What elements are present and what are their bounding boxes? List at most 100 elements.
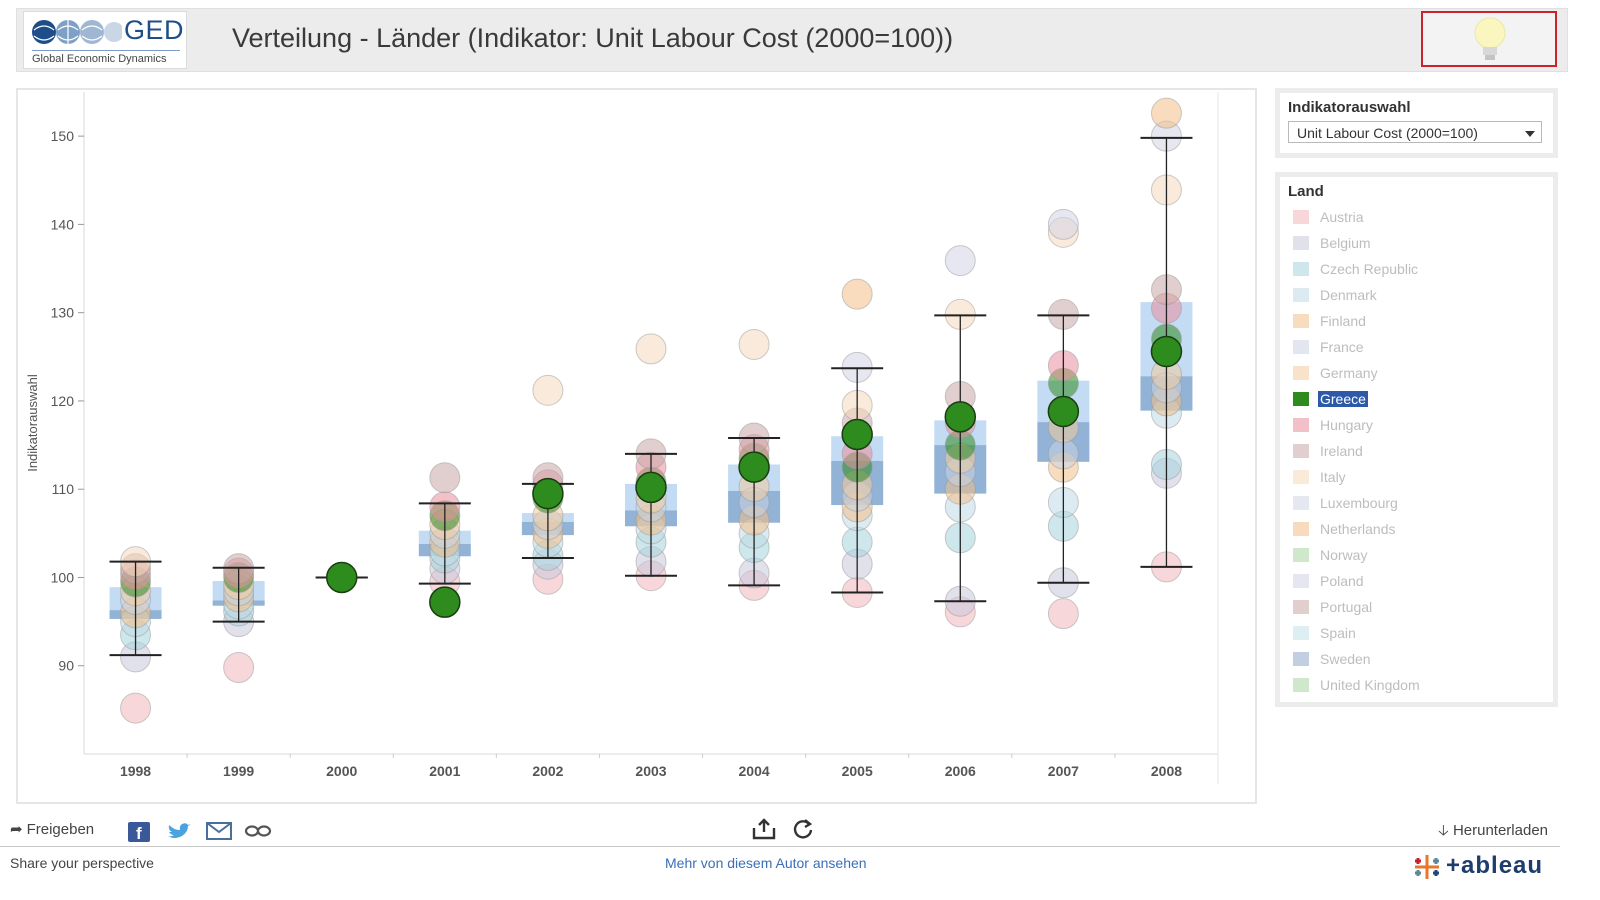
x-tick-label: 2005 [842, 763, 873, 779]
legend-swatch [1292, 677, 1310, 693]
legend-item-spain[interactable]: Spain [1292, 621, 1542, 647]
facebook-icon[interactable]: f [128, 822, 150, 842]
legend-label: United Kingdom [1320, 677, 1420, 693]
legend-item-finland[interactable]: Finland [1292, 309, 1542, 335]
legend-item-germany[interactable]: Germany [1292, 361, 1542, 387]
indicator-selected-value: Unit Labour Cost (2000=100) [1297, 125, 1478, 141]
legend-swatch [1292, 287, 1310, 303]
legend-item-netherlands[interactable]: Netherlands [1292, 517, 1542, 543]
author-link[interactable]: Mehr von diesem Autor ansehen [665, 855, 867, 871]
legend-swatch [1292, 209, 1310, 225]
share-label: Freigeben [26, 821, 95, 838]
legend-item-united-kingdom[interactable]: United Kingdom [1292, 673, 1542, 699]
legend-item-norway[interactable]: Norway [1292, 543, 1542, 569]
indicator-dropdown[interactable]: Unit Labour Cost (2000=100) [1288, 121, 1542, 143]
country-point [532, 374, 564, 406]
greece-point [944, 401, 977, 433]
download-arrow-icon: 🡣 [1437, 822, 1449, 839]
legend-item-denmark[interactable]: Denmark [1292, 283, 1542, 309]
legend-item-sweden[interactable]: Sweden [1292, 647, 1542, 673]
legend-swatch [1292, 261, 1310, 277]
legend-label: Hungary [1320, 417, 1373, 433]
legend-swatch [1292, 469, 1310, 485]
country-point [223, 651, 255, 683]
y-tick-label: 130 [51, 305, 75, 321]
legend-label: Spain [1320, 625, 1356, 641]
download-button[interactable]: 🡣 Herunterladen [1438, 820, 1548, 845]
share-button[interactable]: ➦ Freigeben [10, 820, 94, 838]
x-tick-label: 2002 [532, 763, 563, 779]
greece-point [532, 477, 564, 510]
legend-swatch [1292, 443, 1310, 459]
legend-item-poland[interactable]: Poland [1292, 569, 1542, 595]
legend-item-belgium[interactable]: Belgium [1292, 231, 1542, 257]
legend-label: Finland [1320, 313, 1366, 329]
y-axis-label: Indikatorauswahl [25, 374, 40, 472]
country-point [1150, 97, 1182, 129]
share-perspective-text: Share your perspective [10, 855, 154, 871]
revert-icon[interactable] [792, 818, 814, 840]
y-tick-label: 110 [52, 481, 75, 497]
country-point [635, 333, 667, 365]
legend-label: Denmark [1320, 287, 1377, 303]
legend-item-ireland[interactable]: Ireland [1292, 439, 1542, 465]
legend-item-austria[interactable]: Austria [1292, 205, 1542, 231]
svg-text:f: f [136, 824, 142, 842]
legend-label: Italy [1320, 469, 1346, 485]
legend-label: Germany [1320, 365, 1378, 381]
x-tick-label: 1998 [120, 763, 151, 779]
country-point [1047, 208, 1079, 240]
land-legend-list: Austria Belgium Czech Republic Denmark Finla… [1292, 205, 1542, 699]
x-tick-label: 2008 [1151, 763, 1182, 779]
x-tick-label: 2001 [429, 763, 460, 779]
legend-label: Norway [1320, 547, 1368, 563]
indicator-panel-title: Indikatorauswahl [1288, 99, 1411, 116]
tableau-cross-icon [1415, 855, 1439, 879]
legend-item-italy[interactable]: Italy [1292, 465, 1542, 491]
legend-item-greece[interactable]: Greece [1292, 387, 1542, 413]
y-tick-label: 100 [51, 569, 75, 585]
link-icon[interactable] [244, 822, 272, 840]
twitter-icon[interactable] [166, 822, 192, 842]
legend-label: Belgium [1320, 235, 1371, 251]
country-point [429, 462, 461, 494]
chevron-down-icon [1525, 131, 1535, 137]
legend-swatch [1292, 599, 1310, 615]
legend-swatch [1292, 547, 1310, 563]
legend-label: Austria [1320, 209, 1364, 225]
greece-point [429, 586, 461, 618]
legend-swatch [1292, 625, 1310, 641]
y-tick-label: 120 [51, 393, 75, 409]
x-tick-label: 2007 [1048, 763, 1079, 779]
tableau-wordmark: +ableau [1446, 852, 1544, 879]
legend-item-czech-republic[interactable]: Czech Republic [1292, 257, 1542, 283]
legend-swatch [1292, 235, 1310, 251]
legend-swatch [1292, 339, 1310, 355]
legend-item-france[interactable]: France [1292, 335, 1542, 361]
legend-item-portugal[interactable]: Portugal [1292, 595, 1542, 621]
logo-subtitle: Global Economic Dynamics [32, 50, 180, 65]
share-arrow-icon: ➦ [10, 821, 23, 838]
legend-swatch [1292, 365, 1310, 381]
greece-point [841, 418, 873, 451]
indicator-panel: Indikatorauswahl Unit Labour Cost (2000=… [1275, 88, 1558, 158]
legend-label: Poland [1320, 573, 1364, 589]
legend-label: Luxembourg [1320, 495, 1398, 511]
legend-label: Ireland [1320, 443, 1363, 459]
land-panel-title: Land [1288, 183, 1324, 200]
email-icon[interactable] [206, 822, 232, 840]
ged-logo[interactable]: GED Global Economic Dynamics [23, 11, 187, 69]
download-label: Herunterladen [1452, 822, 1548, 839]
legend-item-luxembourg[interactable]: Luxembourg [1292, 491, 1542, 517]
globes-icon [32, 20, 122, 44]
export-icon[interactable] [752, 818, 776, 840]
x-tick-label: 1999 [223, 763, 254, 779]
lightbulb-button[interactable] [1421, 11, 1557, 67]
greece-point [1047, 395, 1080, 428]
country-point [841, 278, 873, 310]
country-point [1047, 598, 1079, 630]
x-tick-label: 2003 [635, 763, 666, 779]
tableau-logo[interactable]: +ableau [1410, 852, 1542, 882]
legend-item-hungary[interactable]: Hungary [1292, 413, 1542, 439]
land-legend-panel: Land Austria Belgium Czech Republic Denmark… [1275, 172, 1558, 707]
